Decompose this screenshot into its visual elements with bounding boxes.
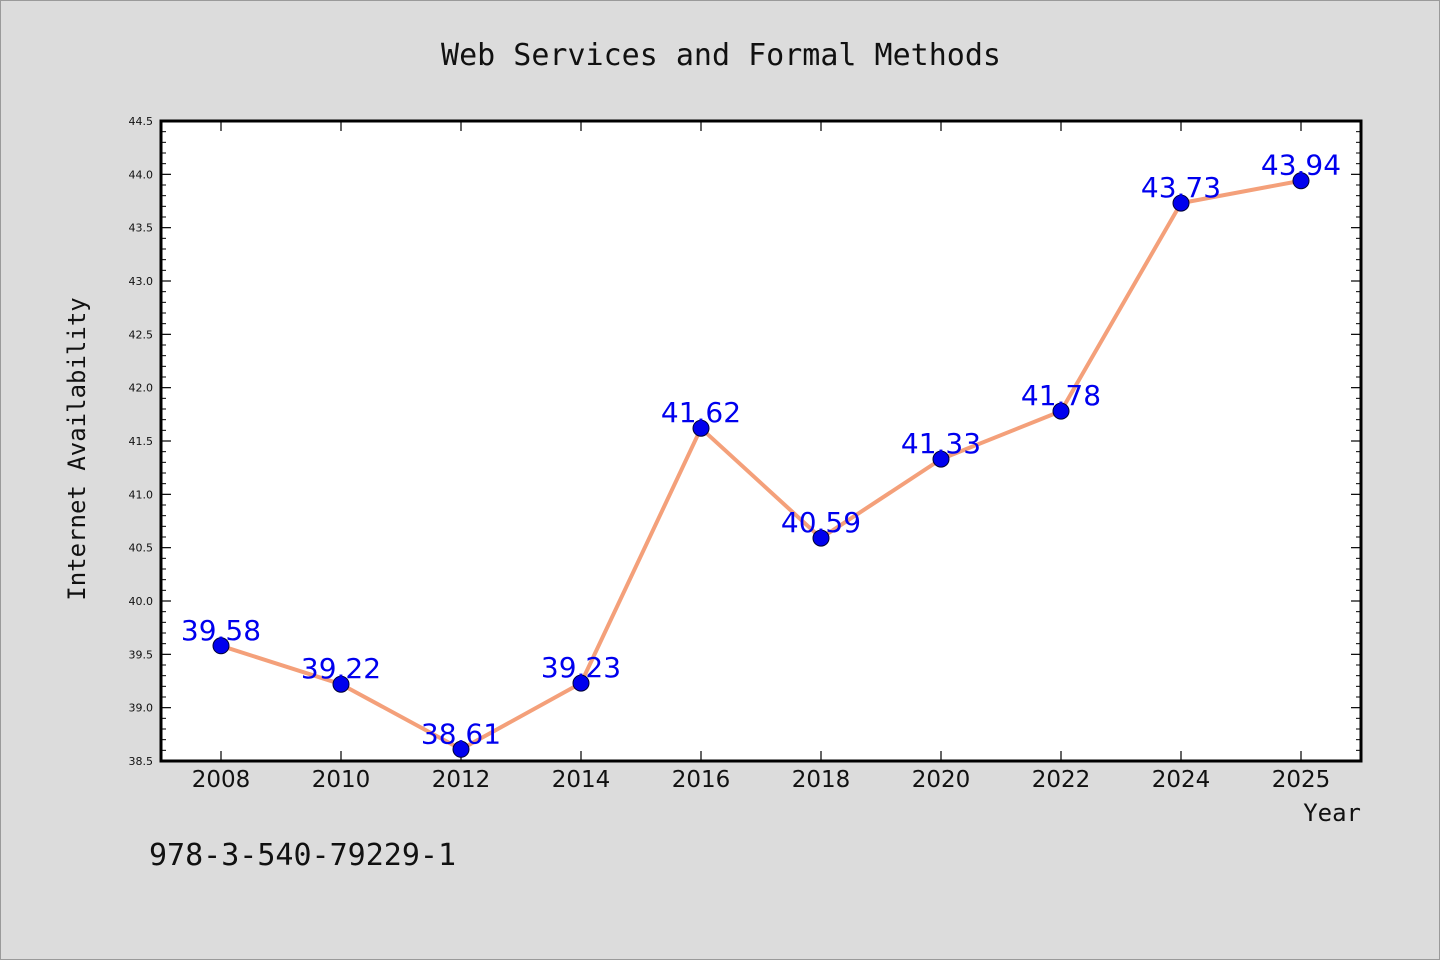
data-point xyxy=(452,740,470,758)
data-label: 41.33 xyxy=(901,427,981,460)
data-point xyxy=(1052,402,1070,420)
x-tick-label: 2020 xyxy=(912,767,971,793)
data-point xyxy=(812,529,830,547)
data-point xyxy=(1172,194,1190,212)
data-label: 39.58 xyxy=(181,614,261,647)
chart-title: Web Services and Formal Methods xyxy=(441,38,1001,73)
y-tick-label: 40.5 xyxy=(129,542,154,555)
x-axis: 2008 2010 2012 2014 2016 2018 2020 2022 2024 2025 xyxy=(192,121,1331,793)
y-tick-label: 43.5 xyxy=(129,222,154,235)
x-tick-label: 2014 xyxy=(552,767,611,793)
footer-code: 978-3-540-79229-1 xyxy=(149,838,456,873)
data-label: 40.59 xyxy=(781,506,861,539)
data-label: 41.78 xyxy=(1021,379,1101,412)
y-tick-label: 41.0 xyxy=(129,488,154,501)
data-label: 43.94 xyxy=(1261,149,1341,182)
y-axis: 38.5 39.0 39.5 40.0 40.5 41.0 41.5 42.0 42.5 43.0… xyxy=(129,115,1361,768)
data-point xyxy=(932,450,950,468)
y-tick-label: 44.5 xyxy=(129,115,154,128)
y-tick-label: 42.5 xyxy=(129,328,154,341)
x-axis-label: Year xyxy=(1303,799,1361,827)
series-group: 39.58 39.22 38.61 39.23 41.62 40.59 41.33 41.78… xyxy=(181,149,1341,758)
plot-area xyxy=(159,119,1363,763)
x-tick-label: 2018 xyxy=(792,767,851,793)
y-tick-label: 43.0 xyxy=(129,275,154,288)
x-tick-label: 2010 xyxy=(312,767,371,793)
y-tick-label: 41.5 xyxy=(129,435,154,448)
y-tick-label: 38.5 xyxy=(129,755,154,768)
y-tick-label: 40.0 xyxy=(129,595,154,608)
data-label: 41.62 xyxy=(661,396,741,429)
y-axis-label: Internet Availability xyxy=(63,297,91,600)
data-point xyxy=(692,419,710,437)
x-tick-label: 2008 xyxy=(192,767,251,793)
data-point xyxy=(1292,172,1310,190)
y-tick-label: 42.0 xyxy=(129,382,154,395)
y-tick-label: 39.5 xyxy=(129,648,154,661)
x-tick-label: 2012 xyxy=(432,767,491,793)
data-label: 38.61 xyxy=(421,717,501,750)
y-tick-label: 39.0 xyxy=(129,702,154,715)
data-point xyxy=(332,675,350,693)
data-label: 39.22 xyxy=(301,652,381,685)
y-tick-label: 44.0 xyxy=(129,168,154,181)
data-label: 39.23 xyxy=(541,651,621,684)
data-label: 43.73 xyxy=(1141,171,1221,204)
x-tick-label: 2022 xyxy=(1032,767,1091,793)
x-tick-label: 2024 xyxy=(1152,767,1211,793)
x-tick-label: 2016 xyxy=(672,767,731,793)
series-line xyxy=(219,178,1303,752)
data-point xyxy=(572,674,590,692)
data-point xyxy=(212,637,230,655)
x-tick-label: 2025 xyxy=(1272,767,1331,793)
